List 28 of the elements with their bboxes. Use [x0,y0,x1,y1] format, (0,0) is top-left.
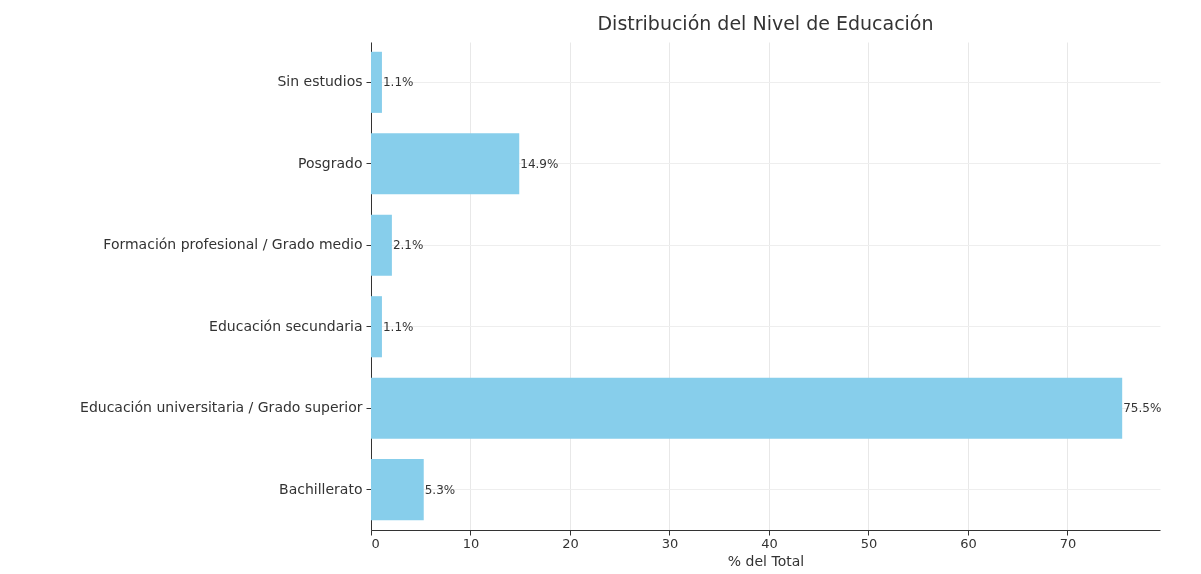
y-tick-label: Formación profesional / Grado medio [103,236,363,253]
data-label: 1.1% [382,319,414,334]
bar [371,214,392,276]
bar [371,459,424,521]
data-label: 75.5% [1123,401,1162,416]
bar [371,51,382,113]
x-tick-label: 60 [960,535,977,551]
bar [371,296,382,358]
y-tick-label: Educación universitaria / Grado superior [80,399,363,416]
bar [371,377,1123,439]
bar [371,133,520,195]
y-tick-label: Bachillerato [279,480,363,497]
x-tick-label: 20 [562,535,579,551]
x-axis-title: % del Total [727,552,805,569]
x-tick-label: 70 [1059,535,1077,551]
data-label: 2.1% [392,238,424,253]
x-tick-label: 40 [761,535,778,551]
x-tick-label: 10 [462,535,480,551]
x-tick-label: 0 [371,535,380,551]
y-tick-label: Sin estudios [277,73,363,90]
data-label: 5.3% [424,482,456,497]
x-tick-label: 50 [860,535,878,551]
data-label: 14.9% [520,156,559,171]
x-tick-label: 30 [661,535,679,551]
y-tick-label: Educación secundaria [209,317,363,334]
data-label: 1.1% [382,75,414,90]
chart-title: Distribución del Nivel de Educación [597,12,934,34]
y-tick-label: Posgrado [298,154,363,171]
